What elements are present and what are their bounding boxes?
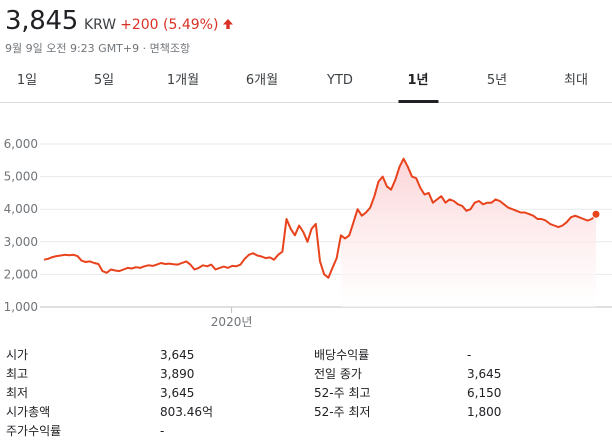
y-tick-label: 2,000 (4, 267, 38, 281)
stat-label: 52-주 최저 (314, 405, 371, 419)
range-tabs: 1일 5일 1개월 6개월 YTD 1년 5년 최대 (0, 60, 612, 103)
active-tab-indicator (397, 100, 438, 103)
tab-label: 1일 (16, 73, 38, 88)
y-tick-label: 1,000 (4, 300, 38, 314)
stat-row: 52-주 최고 6,150 (0, 384, 612, 402)
stat-value: 3,645 (160, 386, 195, 400)
stat-label: 최고 (6, 367, 29, 381)
tab-2[interactable]: 1개월 (167, 60, 199, 102)
stat-value: 3,645 (467, 367, 502, 381)
tab-1[interactable]: 5일 (94, 60, 114, 102)
y-tick-label: 6,000 (4, 137, 38, 151)
tab-3[interactable]: 6개월 (246, 60, 278, 102)
stat-label: 배당수익률 (314, 348, 370, 362)
stat-label: 전일 종가 (314, 367, 362, 381)
tab-7[interactable]: 최대 (564, 60, 588, 102)
stat-label: 시가 (6, 348, 29, 362)
stat-label: 시가총액 (6, 405, 51, 419)
tab-6[interactable]: 5년 (487, 60, 507, 102)
stat-row: 시가총액 803.46억 (0, 403, 612, 421)
stat-label: 최저 (6, 386, 29, 400)
tab-label: 1개월 (166, 73, 200, 88)
stat-value: - (160, 424, 165, 438)
quote-meta: 9월 9일 오전 9:23 GMT+9 · 면책조항 (5, 42, 191, 55)
tab-4[interactable]: YTD (327, 60, 353, 102)
x-tick-label: 2020년 (211, 315, 253, 329)
y-tick-label: 4,000 (4, 202, 38, 216)
stat-row: 전일 종가 3,645 (0, 365, 612, 383)
stat-label: 주가수익률 (6, 424, 62, 438)
tab-label: 1년 (407, 73, 429, 88)
price-line (43, 157, 597, 279)
stat-label: 52-주 최고 (314, 386, 371, 400)
stat-value: 803.46억 (160, 405, 214, 419)
stat-value: 1,800 (467, 405, 502, 419)
stat-row: 최저 3,645 (0, 384, 612, 402)
tab-0[interactable]: 1일 (17, 60, 37, 102)
stat-value: - (467, 348, 472, 362)
price-change: +200 (5.49%) (120, 17, 219, 33)
stat-row: 52-주 최저 1,800 (0, 403, 612, 421)
tab-label: 최대 (564, 73, 588, 88)
stat-row: 주가수익률 - (0, 422, 612, 440)
tab-label: 5일 (93, 73, 115, 88)
tab-label: 6개월 (245, 73, 279, 88)
stat-value: 3,890 (160, 367, 195, 381)
area-fill (340, 158, 596, 307)
stat-value: 6,150 (467, 386, 502, 400)
last-price-marker (591, 209, 601, 219)
price-row: 3,845 KRW +200 (5.49%) (5, 6, 234, 36)
tab-label: 5년 (486, 73, 508, 88)
tab-5[interactable]: 1년 (397, 60, 438, 103)
chart-svg[interactable]: 6,000 5,000 4,000 3,000 2,000 1,000 2020년 (0, 130, 612, 340)
currency-code: KRW (83, 17, 117, 33)
stat-row: 시가 3,645 (0, 346, 612, 364)
y-tick-label: 3,000 (4, 235, 38, 249)
stat-row: 최고 3,890 (0, 365, 612, 383)
stat-row: 배당수익률 - (0, 346, 612, 364)
price-chart[interactable]: 6,000 5,000 4,000 3,000 2,000 1,000 2020년 (0, 130, 612, 340)
arrow-up-icon (222, 15, 234, 29)
y-tick-label: 5,000 (4, 170, 38, 184)
price-value: 3,845 (5, 6, 78, 36)
stat-value: 3,645 (160, 348, 195, 362)
tab-label: YTD (327, 73, 353, 88)
